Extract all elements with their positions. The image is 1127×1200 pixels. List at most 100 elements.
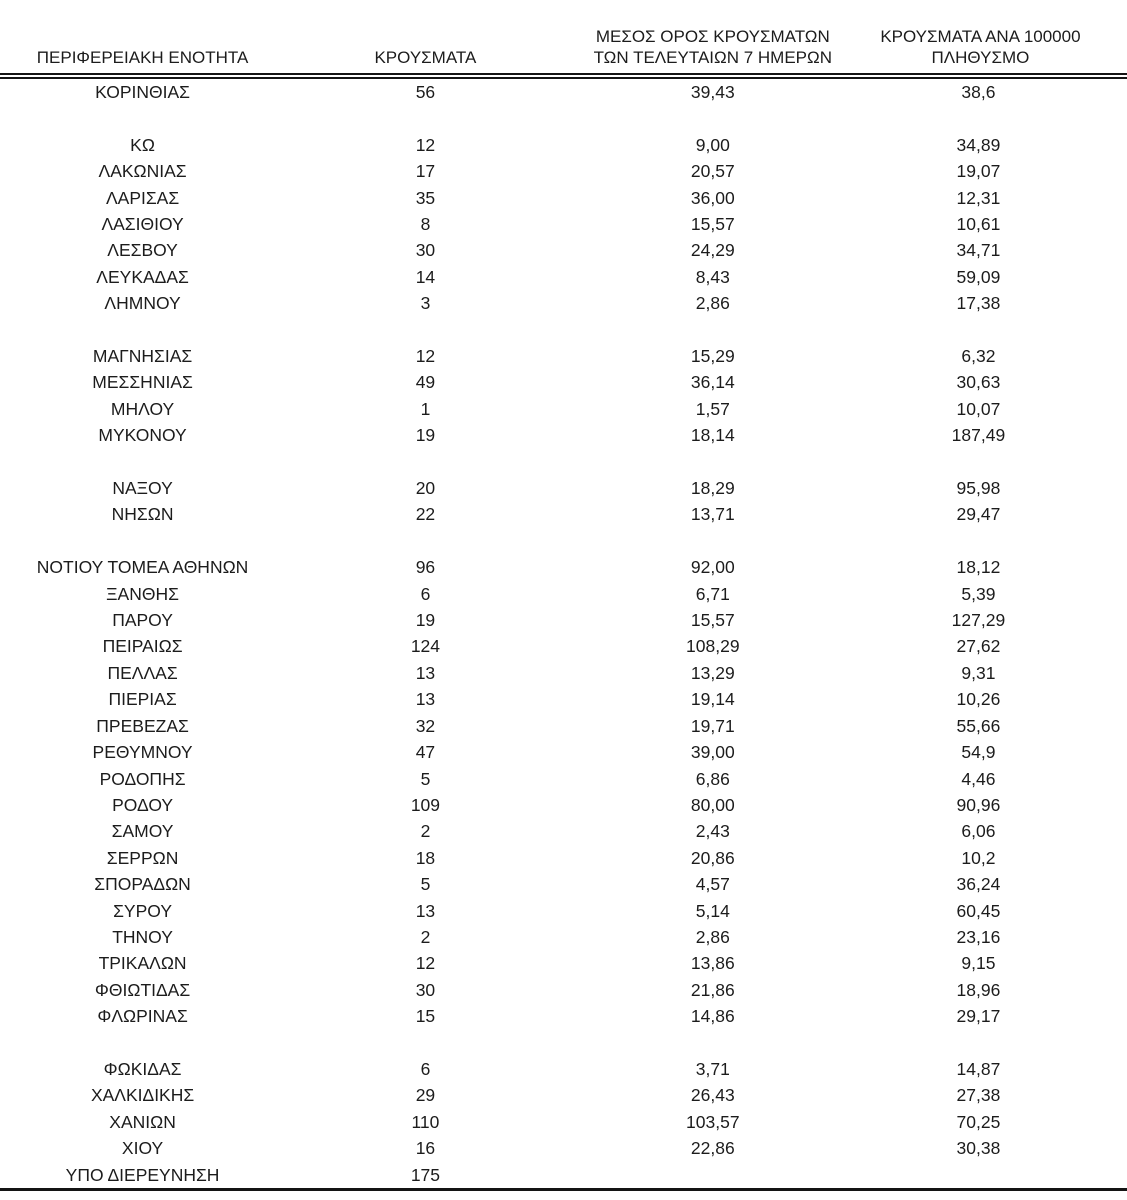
- cell-cases: 1: [420, 398, 431, 419]
- cell-cases: [285, 105, 566, 131]
- cell-cases: 12: [415, 346, 436, 367]
- table-row: ΛΑΚΩΝΙΑΣ 17 20,57 19,07: [0, 158, 1127, 184]
- cell-avg7: 21,86: [690, 979, 735, 1000]
- cell-avg7: 19,14: [690, 689, 735, 710]
- table-row: ΜΗΛΟΥ 1 1,57 10,07: [0, 396, 1127, 422]
- cell-avg7: 15,57: [690, 610, 735, 631]
- table-row: ΝΟΤΙΟΥ ΤΟΜΕΑ ΑΘΗΝΩΝ 96 92,00 18,12: [0, 554, 1127, 580]
- table-row: ΜΥΚΟΝΟΥ 19 18,14 187,49: [0, 422, 1127, 448]
- cell-region: ΧΑΛΚΙΔΙΚΗΣ: [90, 1085, 195, 1106]
- table-row: ΝΑΞΟΥ 20 18,29 95,98: [0, 475, 1127, 501]
- table-row: ΠΕΛΛΑΣ 13 13,29 9,31: [0, 660, 1127, 686]
- cell-per100k: [860, 528, 1127, 554]
- cell-region: ΡΟΔΟΠΗΣ: [99, 768, 186, 789]
- cell-region: ΣΥΡΟΥ: [113, 900, 172, 921]
- cell-cases: 3: [420, 293, 431, 314]
- cell-region: ΠΕΙΡΑΙΩΣ: [102, 636, 183, 657]
- cell-avg7: [566, 317, 860, 343]
- table-row: ΜΑΓΝΗΣΙΑΣ 12 15,29 6,32: [0, 343, 1127, 369]
- cell-cases: 30: [415, 979, 436, 1000]
- cell-per100k: 30,63: [956, 372, 1001, 393]
- cell-region: ΛΕΥΚΑΔΑΣ: [96, 266, 189, 287]
- cell-avg7: 15,29: [690, 346, 735, 367]
- cell-cases: 49: [415, 372, 436, 393]
- cell-avg7: 1,57: [695, 398, 730, 419]
- cell-avg7: 2,86: [695, 293, 730, 314]
- cell-region: [0, 317, 285, 343]
- cell-region: ΤΡΙΚΑΛΩΝ: [98, 953, 187, 974]
- cell-region: ΝΑΞΟΥ: [112, 478, 173, 499]
- cell-per100k: 23,16: [956, 926, 1001, 947]
- cell-avg7: 36,00: [690, 187, 735, 208]
- cell-avg7: 22,86: [690, 1138, 735, 1159]
- cell-region: ΝΟΤΙΟΥ ΤΟΜΕΑ ΑΘΗΝΩΝ: [36, 557, 249, 578]
- cell-per100k: [860, 449, 1127, 475]
- cell-cases: 13: [415, 689, 436, 710]
- cell-region: ΛΑΣΙΘΙΟΥ: [101, 214, 184, 235]
- cell-avg7: 13,29: [690, 662, 735, 683]
- cell-per100k: 9,15: [961, 953, 996, 974]
- cell-per100k: 10,26: [956, 689, 1001, 710]
- table-row: ΡΟΔΟΠΗΣ 5 6,86 4,46: [0, 766, 1127, 792]
- cell-avg7: [566, 1030, 860, 1056]
- cell-per100k: 10,2: [961, 847, 996, 868]
- table-row: ΠΡΕΒΕΖΑΣ 32 19,71 55,66: [0, 713, 1127, 739]
- cell-avg7: 36,14: [690, 372, 735, 393]
- spacer-row: [0, 528, 1127, 554]
- cell-avg7: 20,86: [690, 847, 735, 868]
- cell-cases: 29: [415, 1085, 436, 1106]
- cell-per100k: 6,32: [961, 346, 996, 367]
- cell-region: ΛΑΚΩΝΙΑΣ: [98, 161, 187, 182]
- cell-avg7: 103,57: [686, 1111, 740, 1132]
- table-row: ΥΠΟ ΔΙΕΡΕΥΝΗΣΗ 175: [0, 1161, 1127, 1191]
- cell-per100k: 34,71: [956, 240, 1001, 261]
- cell-cases: 22: [415, 504, 436, 525]
- cell-per100k: 29,17: [956, 1006, 1001, 1027]
- cell-avg7: 108,29: [686, 636, 740, 657]
- cell-region: ΜΥΚΟΝΟΥ: [98, 425, 187, 446]
- table-row: ΣΑΜΟΥ 2 2,43 6,06: [0, 818, 1127, 844]
- table-row: ΛΕΥΚΑΔΑΣ 14 8,43 59,09: [0, 264, 1127, 290]
- cell-region: ΦΘΙΩΤΙΔΑΣ: [94, 979, 191, 1000]
- cell-per100k: 127,29: [951, 610, 1006, 631]
- cell-per100k: [859, 1161, 1127, 1191]
- table-row: ΣΠΟΡΑΔΩΝ 5 4,57 36,24: [0, 871, 1127, 897]
- table-row: ΞΑΝΘΗΣ 6 6,71 5,39: [0, 581, 1127, 607]
- table-row: ΛΑΣΙΘΙΟΥ 8 15,57 10,61: [0, 211, 1127, 237]
- cell-region: ΠΙΕΡΙΑΣ: [108, 689, 177, 710]
- cell-region: ΣΠΟΡΑΔΩΝ: [94, 874, 191, 895]
- cell-cases: 30: [415, 240, 436, 261]
- cell-avg7: 19,71: [690, 715, 735, 736]
- table-row: ΤΡΙΚΑΛΩΝ 12 13,86 9,15: [0, 950, 1127, 976]
- cell-per100k: 36,24: [956, 874, 1001, 895]
- cell-per100k: 34,89: [956, 134, 1001, 155]
- cell-per100k: 90,96: [956, 794, 1001, 815]
- cell-cases: 12: [415, 953, 436, 974]
- cell-region: ΜΑΓΝΗΣΙΑΣ: [92, 346, 193, 367]
- cell-avg7: 26,43: [690, 1085, 735, 1106]
- table-row: ΛΑΡΙΣΑΣ 35 36,00 12,31: [0, 185, 1127, 211]
- cell-avg7: 24,29: [690, 240, 735, 261]
- cell-per100k: 59,09: [956, 266, 1001, 287]
- cell-cases: [285, 317, 566, 343]
- cell-per100k: 95,98: [956, 478, 1001, 499]
- cell-cases: 6: [420, 1058, 431, 1079]
- cell-cases: 56: [415, 82, 436, 102]
- cell-avg7: 2,43: [695, 821, 730, 842]
- cell-per100k: 187,49: [951, 425, 1006, 446]
- table-row: ΚΩ 12 9,00 34,89: [0, 132, 1127, 158]
- cell-per100k: 60,45: [956, 900, 1001, 921]
- cell-region: ΠΑΡΟΥ: [112, 610, 173, 631]
- cell-region: ΡΟΔΟΥ: [112, 794, 174, 815]
- cell-avg7: 14,86: [690, 1006, 735, 1027]
- cell-avg7: 2,86: [695, 926, 730, 947]
- table-row: ΤΗΝΟΥ 2 2,86 23,16: [0, 924, 1127, 950]
- spacer-row: [0, 1030, 1127, 1056]
- cell-per100k: 55,66: [956, 715, 1001, 736]
- cell-avg7: 80,00: [690, 794, 735, 815]
- cell-avg7: 9,00: [695, 134, 730, 155]
- cell-per100k: 18,12: [956, 557, 1001, 578]
- cell-avg7: 39,43: [690, 82, 735, 102]
- cell-cases: 2: [420, 926, 431, 947]
